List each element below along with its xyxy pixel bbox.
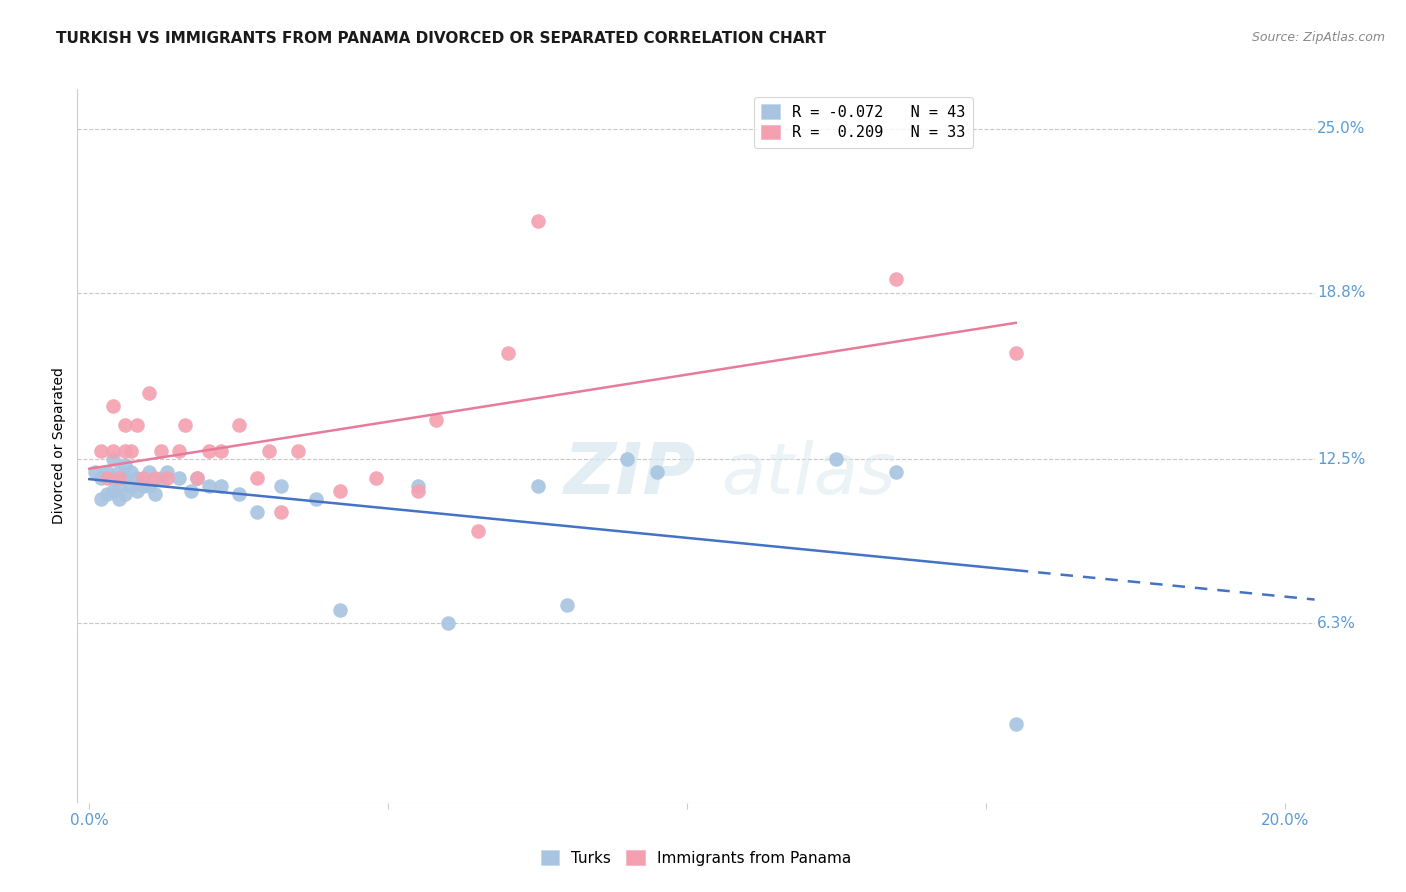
Point [198, 444, 221, 458]
Point [108, 471, 131, 485]
Point [246, 471, 269, 485]
Point [108, 491, 131, 506]
Point [108, 466, 131, 480]
Point [132, 471, 155, 485]
Text: 25.0%: 25.0% [1317, 121, 1365, 136]
Point [246, 505, 269, 519]
Point [437, 616, 460, 631]
Point [186, 471, 208, 485]
Point [120, 478, 142, 492]
Point [156, 471, 179, 485]
Point [138, 386, 160, 401]
Point [1004, 346, 1026, 360]
Point [526, 478, 548, 492]
Point [108, 478, 131, 492]
Point [90, 471, 112, 485]
Point [645, 466, 668, 480]
Point [167, 444, 190, 458]
Point [209, 444, 232, 458]
Point [287, 444, 309, 458]
Text: 12.5%: 12.5% [1317, 451, 1365, 467]
Point [186, 471, 208, 485]
Point [329, 603, 352, 617]
Point [425, 412, 447, 426]
Point [103, 471, 125, 485]
Point [329, 483, 352, 498]
Point [156, 466, 179, 480]
Point [884, 466, 907, 480]
Point [96, 486, 118, 500]
Point [825, 452, 848, 467]
Point [103, 452, 125, 467]
Point [150, 471, 173, 485]
Point [114, 486, 136, 500]
Point [406, 483, 429, 498]
Point [270, 478, 292, 492]
Point [114, 417, 136, 432]
Point [114, 458, 136, 472]
Point [174, 417, 197, 432]
Point [127, 417, 149, 432]
Text: 6.3%: 6.3% [1317, 615, 1355, 631]
Point [209, 478, 232, 492]
Point [228, 417, 250, 432]
Point [103, 483, 125, 498]
Point [120, 444, 142, 458]
Point [270, 505, 292, 519]
Point [257, 444, 280, 458]
Text: 18.8%: 18.8% [1317, 285, 1365, 301]
Point [84, 466, 107, 480]
Point [96, 466, 118, 480]
Point [616, 452, 638, 467]
Point [150, 444, 173, 458]
Point [114, 444, 136, 458]
Text: TURKISH VS IMMIGRANTS FROM PANAMA DIVORCED OR SEPARATED CORRELATION CHART: TURKISH VS IMMIGRANTS FROM PANAMA DIVORC… [56, 31, 827, 46]
Point [143, 471, 166, 485]
Point [114, 471, 136, 485]
Point [1004, 716, 1026, 731]
Point [884, 272, 907, 286]
Point [96, 471, 118, 485]
Point [138, 466, 160, 480]
Point [228, 486, 250, 500]
Text: Source: ZipAtlas.com: Source: ZipAtlas.com [1251, 31, 1385, 45]
Point [167, 471, 190, 485]
Point [103, 400, 125, 414]
Y-axis label: Divorced or Separated: Divorced or Separated [52, 368, 66, 524]
Point [526, 214, 548, 228]
Point [90, 491, 112, 506]
Point [557, 598, 579, 612]
Point [120, 466, 142, 480]
Point [366, 471, 388, 485]
Point [103, 444, 125, 458]
Point [305, 491, 328, 506]
Point [180, 483, 202, 498]
Text: atlas: atlas [721, 440, 896, 509]
Text: ZIP: ZIP [564, 440, 696, 509]
Point [90, 444, 112, 458]
Point [138, 478, 160, 492]
Point [198, 478, 221, 492]
Point [467, 524, 489, 538]
Point [496, 346, 519, 360]
Point [127, 471, 149, 485]
Point [406, 478, 429, 492]
Point [143, 486, 166, 500]
Point [132, 478, 155, 492]
Point [127, 483, 149, 498]
Legend: Turks, Immigrants from Panama: Turks, Immigrants from Panama [533, 843, 859, 873]
